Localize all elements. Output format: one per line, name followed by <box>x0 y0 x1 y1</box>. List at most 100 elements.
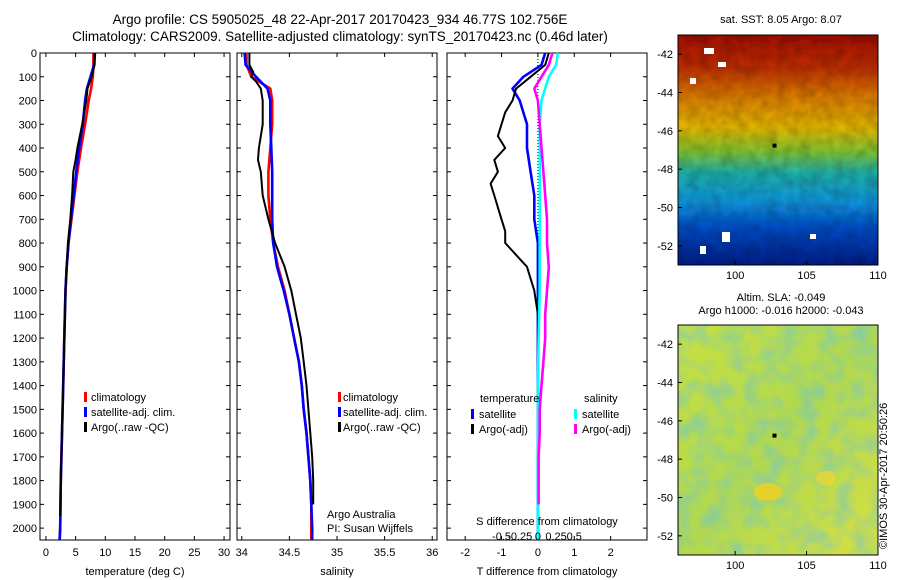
temp-x-tick-label: 10 <box>99 547 111 559</box>
sla-high-anomaly <box>754 483 782 501</box>
depth-tick-label: 400 <box>19 143 37 155</box>
temp-x-tick-label: 0 <box>43 547 49 559</box>
sdiff-tick-label: 0 <box>535 531 541 543</box>
sla-lat-tick-label: -42 <box>657 339 673 351</box>
legend-argo-swatch-2 <box>338 422 341 432</box>
depth-tick-label: 1100 <box>13 309 37 321</box>
temp-series-line-2 <box>59 52 97 517</box>
sla-lon-tick-label: 110 <box>869 560 887 572</box>
sdiff-axis-label: S difference from climatology <box>476 516 618 528</box>
diff-x-tick-label: 0 <box>535 547 541 559</box>
legend-satellite-clim-swatch <box>84 407 87 417</box>
legend-satellite-clim-label: satellite-adj. clim. <box>91 407 175 419</box>
sal-x-tick-label: 35.5 <box>374 547 395 559</box>
legend-t-satellite-swatch <box>471 409 474 419</box>
legend-argo-label: Argo(..raw -QC) <box>91 422 169 434</box>
sal-x-tick-label: 35 <box>331 547 343 559</box>
depth-tick-label: 0 <box>31 48 37 60</box>
sst-missing-data-patch <box>810 234 816 239</box>
temp-x-tick-label: 20 <box>159 547 171 559</box>
depth-tick-label: 100 <box>19 72 37 84</box>
depth-tick-label: 300 <box>19 119 37 131</box>
legend-salinity-heading: salinity <box>584 393 618 405</box>
sal-x-axis-label: salinity <box>320 566 354 578</box>
sla-lat-tick-label: -46 <box>657 416 673 428</box>
legend-argo-label-2: Argo(..raw -QC) <box>343 422 421 434</box>
sal-x-tick-label: 36 <box>426 547 438 559</box>
depth-tick-label: 1000 <box>13 286 37 298</box>
sla-argo-location-marker <box>772 433 777 438</box>
sst-lon-tick-label: 110 <box>869 270 887 282</box>
sst-lat-tick-label: -44 <box>657 88 673 100</box>
temp-x-tick-label: 25 <box>188 547 200 559</box>
sdiff-tick-label: 0.5 <box>567 531 582 543</box>
sst-lat-tick-label: -52 <box>657 241 673 253</box>
legend-climatology-label-2: climatology <box>343 392 399 404</box>
depth-tick-label: 200 <box>19 96 37 108</box>
depth-tick-label: 600 <box>19 191 37 203</box>
sst-missing-data-patch <box>722 232 730 242</box>
legend-temperature-heading: temperature <box>480 393 539 405</box>
depth-tick-label: 800 <box>19 238 37 250</box>
diff-x-tick-label: 1 <box>571 547 577 559</box>
depth-tick-label: 2000 <box>13 523 37 535</box>
sal-series-line-1 <box>243 52 314 540</box>
sla-heatmap-blobs <box>678 325 878 555</box>
sst-map-frame <box>677 34 879 266</box>
legend-t-argo-swatch <box>471 424 474 434</box>
diff-series-line-3 <box>532 52 554 505</box>
sal-series-line-2 <box>248 53 315 505</box>
depth-tick-label: 1300 <box>13 357 37 369</box>
sla-lat-tick-label: -52 <box>657 531 673 543</box>
sst-heatmap-field <box>678 35 878 265</box>
sal-panel-frame <box>236 52 438 541</box>
legend-argo-swatch <box>84 422 87 432</box>
principal-investigator-label: PI: Susan Wijffels <box>327 523 413 535</box>
sst-lat-tick-label: -50 <box>657 203 673 215</box>
legend-satellite-clim-label-2: satellite-adj. clim. <box>343 407 427 419</box>
legend-s-satellite-label: satellite <box>582 409 619 421</box>
sla-map-title: Altim. SLA: -0.049 <box>736 292 826 304</box>
sla-map-subtitle: Argo h1000: -0.016 h2000: -0.043 <box>698 305 864 317</box>
sst-missing-data-patch <box>718 62 726 67</box>
diff-x-tick-label: -2 <box>460 547 470 559</box>
sdiff-tick-label: -0.5 <box>492 531 511 543</box>
depth-tick-label: 1600 <box>13 428 37 440</box>
sla-high-anomaly-2 <box>816 471 836 485</box>
figure-title-line-1: Argo profile: CS 5905025_48 22-Apr-2017 … <box>112 12 568 27</box>
legend-satellite-clim-swatch-2 <box>338 407 341 417</box>
sla-map-frame <box>677 324 879 556</box>
sdiff-tick-label: 0.25 <box>545 531 566 543</box>
sla-lat-tick-label: -48 <box>657 454 673 466</box>
depth-tick-label: 1500 <box>13 404 37 416</box>
depth-tick-label: 900 <box>19 262 37 274</box>
sst-map-title: sat. SST: 8.05 Argo: 8.07 <box>720 14 842 26</box>
figure-title-line-2: Climatology: CARS2009. Satellite-adjuste… <box>72 29 608 44</box>
depth-tick-label: 1200 <box>13 333 37 345</box>
depth-tick-label: 1700 <box>13 452 37 464</box>
argo-australia-label: Argo Australia <box>327 509 396 521</box>
legend-climatology-swatch <box>84 392 87 402</box>
depth-tick-label: 1400 <box>13 381 37 393</box>
sst-lon-tick-label: 105 <box>797 270 815 282</box>
sst-lat-tick-label: -46 <box>657 126 673 138</box>
sal-x-tick-label: 34 <box>236 547 248 559</box>
legend-s-argo-label: Argo(-adj) <box>582 424 631 436</box>
sal-x-tick-label: 34.5 <box>279 547 300 559</box>
depth-tick-label: 700 <box>19 214 37 226</box>
temp-x-tick-label: 15 <box>129 547 141 559</box>
legend-s-argo-swatch <box>574 424 577 434</box>
sst-lat-tick-label: -42 <box>657 49 673 61</box>
sst-lat-tick-label: -48 <box>657 164 673 176</box>
sla-lon-tick-label: 100 <box>726 560 744 572</box>
legend-climatology-swatch-2 <box>338 392 341 402</box>
diff-x-axis-label: T difference from climatology <box>477 566 618 578</box>
temp-x-tick-label: 5 <box>73 547 79 559</box>
depth-tick-label: 1900 <box>13 499 37 511</box>
diff-x-tick-label: 2 <box>608 547 614 559</box>
depth-tick-label: 1800 <box>13 476 37 488</box>
temp-x-tick-label: 30 <box>218 547 230 559</box>
legend-climatology-label: climatology <box>91 392 147 404</box>
